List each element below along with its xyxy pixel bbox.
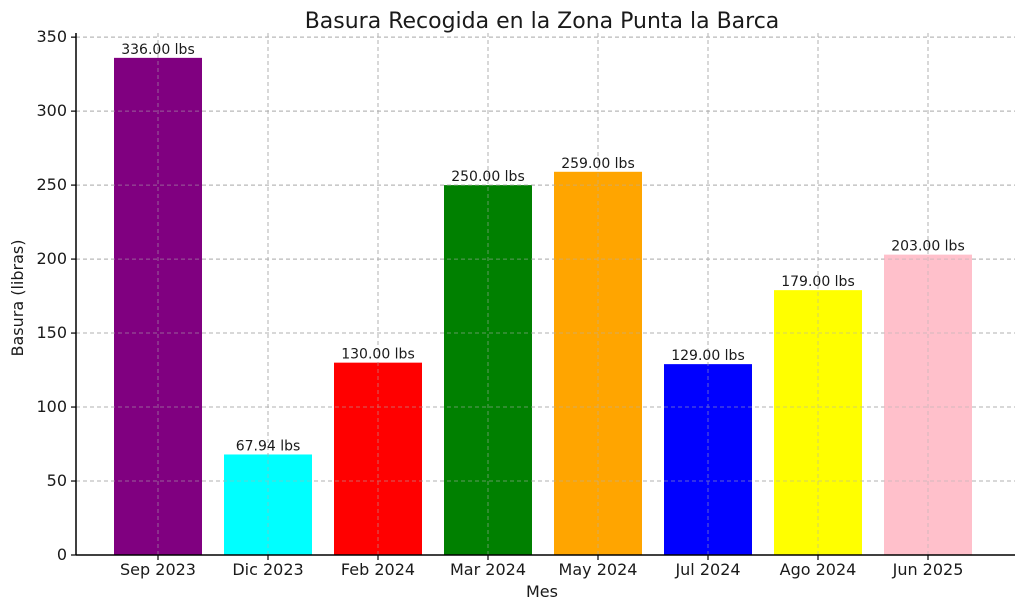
data-label: 203.00 lbs (891, 239, 965, 255)
chart-title: Basura Recogida en la Zona Punta la Barc… (305, 9, 780, 34)
data-label: 67.94 lbs (236, 438, 301, 454)
x-tick-label: Jun 2025 (892, 560, 964, 579)
y-tick-label: 350 (36, 27, 67, 46)
y-tick-label: 50 (47, 471, 67, 490)
x-tick-label: Ago 2024 (780, 560, 857, 579)
data-label: 129.00 lbs (671, 348, 745, 364)
bars (114, 57, 972, 556)
x-axis-label: Mes (526, 582, 558, 601)
x-tick-label: Dic 2023 (232, 560, 303, 579)
x-tick-label: May 2024 (559, 560, 638, 579)
x-tick-label: Feb 2024 (341, 560, 415, 579)
grid-overlay (76, 33, 1015, 555)
data-label: 336.00 lbs (121, 42, 195, 58)
axes (71, 33, 1015, 560)
data-label: 179.00 lbs (781, 274, 855, 290)
y-tick-label: 150 (36, 323, 67, 342)
bar (334, 362, 422, 555)
data-label: 250.00 lbs (451, 169, 525, 185)
x-tick-label: Mar 2024 (450, 560, 526, 579)
tick-labels: 0 50 100 150 200 250 300 350 Sep 2023 Dic 2023 Feb… (36, 27, 963, 579)
x-tick-label: Jul 2024 (674, 560, 740, 579)
data-label: 130.00 lbs (341, 347, 415, 363)
y-tick-label: 300 (36, 101, 67, 120)
y-tick-label: 250 (36, 175, 67, 194)
data-label: 259.00 lbs (561, 156, 635, 172)
y-tick-label: 100 (36, 397, 67, 416)
y-tick-label: 200 (36, 249, 67, 268)
x-tick-label: Sep 2023 (120, 560, 196, 579)
y-axis-label: Basura (libras) (8, 240, 27, 357)
y-tick-label: 0 (57, 545, 67, 564)
data-labels: 336.00 lbs 67.94 lbs 130.00 lbs 250.00 lbs 2… (121, 42, 965, 455)
